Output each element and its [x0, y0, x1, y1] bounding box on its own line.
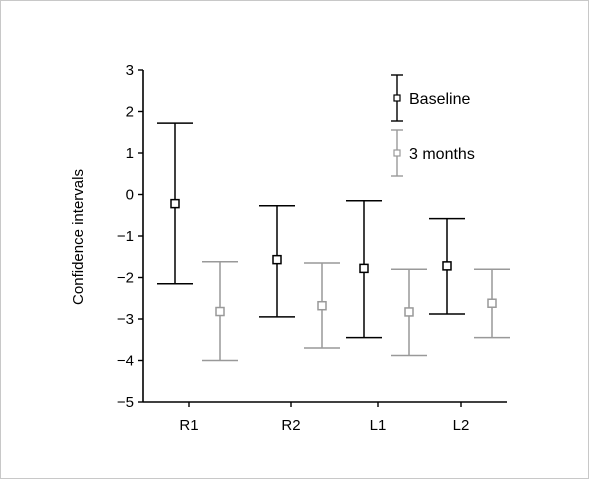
mean-point	[317, 300, 327, 311]
x-tick-label: L1	[370, 417, 387, 434]
mean-point	[442, 261, 452, 271]
x-tick-label: R2	[281, 417, 300, 434]
mean-point	[215, 306, 225, 317]
mean-point	[487, 298, 497, 308]
mean-point	[359, 263, 369, 274]
y-tick-label: 2	[126, 104, 134, 121]
y-tick-label: 3	[126, 62, 134, 79]
y-tick-label: −5	[117, 394, 134, 411]
legend-swatch-point	[393, 149, 401, 157]
x-tick-label: L2	[453, 417, 470, 434]
legend-label: 3 months	[409, 146, 475, 163]
mean-point	[272, 254, 282, 265]
legend-swatch-point	[393, 94, 401, 102]
y-tick-label: −2	[117, 270, 134, 287]
error-bar-L1-baseline	[346, 199, 382, 339]
error-bars	[157, 122, 510, 362]
legend-item-3-months: 3 months	[391, 129, 475, 177]
axes	[142, 70, 507, 403]
y-ticks: 3 2 1 0 −1 −2 −3 −4 −5	[117, 62, 143, 411]
error-bar-L2-baseline	[429, 217, 465, 315]
legend-label: Baseline	[409, 91, 470, 108]
y-tick-label: 1	[126, 145, 134, 162]
error-bar-R2-3-months	[304, 262, 340, 349]
error-bar-R2-baseline	[259, 204, 295, 318]
legend: Baseline 3 months	[391, 74, 475, 177]
y-tick-label: 0	[126, 187, 134, 204]
y-axis-title: Confidence intervals	[70, 169, 87, 305]
error-bar-L1-3-months	[391, 268, 427, 357]
legend-item-baseline: Baseline	[391, 74, 470, 122]
x-category-labels: R1 R2 L1 L2	[179, 402, 469, 434]
y-tick-label: −4	[117, 353, 134, 370]
y-tick-label: −1	[117, 228, 134, 245]
mean-point	[404, 307, 414, 317]
error-bar-L2-3-months	[474, 268, 510, 339]
y-tick-label: −3	[117, 311, 134, 328]
error-bar-R1-3-months	[202, 260, 238, 362]
mean-point	[170, 198, 180, 209]
x-tick-label: R1	[179, 417, 198, 434]
error-bar-R1-baseline	[157, 122, 193, 285]
